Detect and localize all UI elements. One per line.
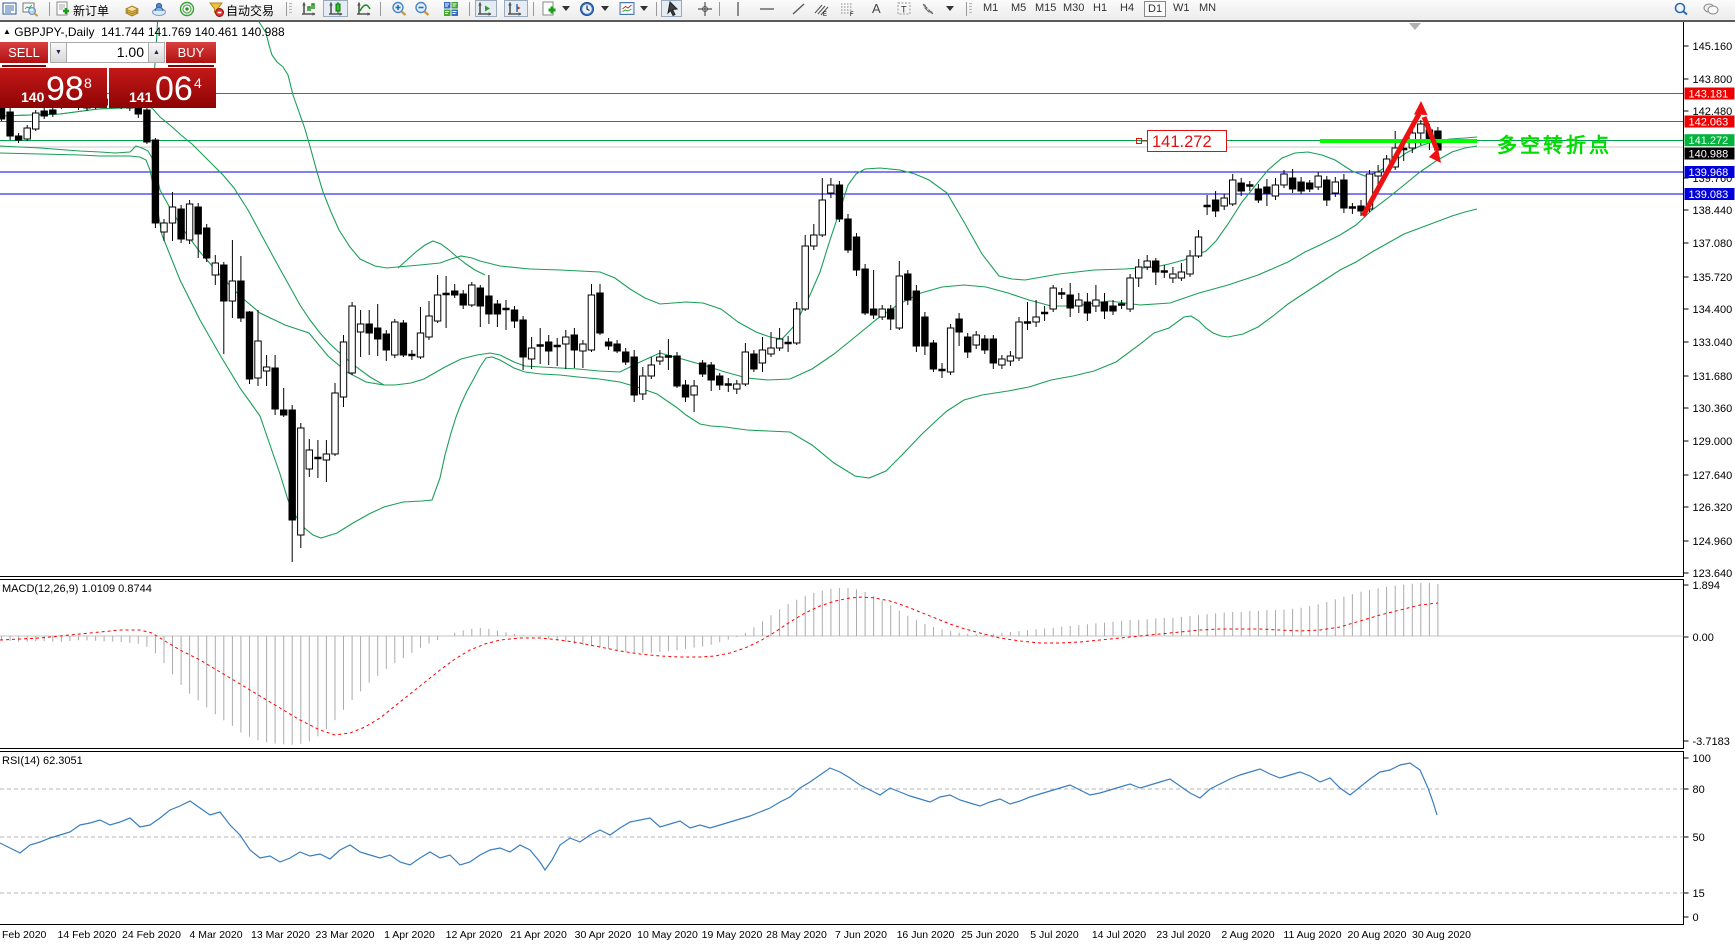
svg-text:多: 多 [1497, 133, 1517, 157]
svg-text:139.968: 139.968 [1689, 167, 1729, 179]
svg-text:4 Mar 2020: 4 Mar 2020 [189, 929, 242, 941]
svg-text:137.080: 137.080 [1693, 238, 1733, 250]
svg-text:15: 15 [1693, 888, 1705, 900]
svg-text:127.640: 127.640 [1693, 470, 1733, 482]
svg-text:7 Jun 2020: 7 Jun 2020 [835, 929, 887, 941]
svg-text:131.680: 131.680 [1693, 371, 1733, 383]
svg-text:138.440: 138.440 [1693, 205, 1733, 217]
svg-text:19 May 2020: 19 May 2020 [702, 929, 763, 941]
svg-text:80: 80 [1693, 784, 1705, 796]
svg-text:21 Apr 2020: 21 Apr 2020 [510, 929, 567, 941]
svg-text:30 Aug 2020: 30 Aug 2020 [1412, 929, 1471, 941]
svg-text:124.960: 124.960 [1693, 536, 1733, 548]
svg-text:12 Apr 2020: 12 Apr 2020 [446, 929, 503, 941]
svg-text:140.988: 140.988 [1689, 149, 1729, 161]
svg-text:24 Feb 2020: 24 Feb 2020 [122, 929, 181, 941]
svg-text:130.360: 130.360 [1693, 403, 1733, 415]
svg-text:折: 折 [1566, 133, 1586, 157]
svg-text:Feb 2020: Feb 2020 [2, 929, 47, 941]
svg-text:14 Jul 2020: 14 Jul 2020 [1092, 929, 1146, 941]
svg-text:126.320: 126.320 [1693, 502, 1733, 514]
svg-text:1.894: 1.894 [1693, 580, 1721, 592]
svg-text:0.00: 0.00 [1693, 632, 1714, 644]
svg-text:13 Mar 2020: 13 Mar 2020 [251, 929, 310, 941]
svg-text:141.272: 141.272 [1152, 133, 1212, 151]
svg-text:23 Jul 2020: 23 Jul 2020 [1156, 929, 1210, 941]
svg-text:1 Apr 2020: 1 Apr 2020 [384, 929, 435, 941]
svg-text:0: 0 [1693, 912, 1699, 924]
svg-text:-3.7183: -3.7183 [1693, 736, 1730, 748]
svg-text:转: 转 [1543, 133, 1563, 157]
svg-text:RSI(14) 62.3051: RSI(14) 62.3051 [2, 755, 83, 767]
svg-text:16 Jun 2020: 16 Jun 2020 [897, 929, 955, 941]
svg-text:F: F [850, 12, 854, 17]
svg-text:5 Jul 2020: 5 Jul 2020 [1030, 929, 1079, 941]
svg-text:T: T [901, 5, 907, 15]
svg-text:点: 点 [1589, 134, 1609, 157]
svg-text:30 Apr 2020: 30 Apr 2020 [575, 929, 632, 941]
svg-text:134.400: 134.400 [1693, 304, 1733, 316]
svg-text:20 Aug 2020: 20 Aug 2020 [1348, 929, 1407, 941]
svg-text:141.272: 141.272 [1689, 135, 1729, 147]
svg-text:133.040: 133.040 [1693, 337, 1733, 349]
svg-text:129.000: 129.000 [1693, 436, 1733, 448]
svg-text:10 May 2020: 10 May 2020 [637, 929, 698, 941]
svg-text:142.480: 142.480 [1693, 106, 1733, 118]
svg-text:14 Feb 2020: 14 Feb 2020 [58, 929, 117, 941]
svg-text:2 Aug 2020: 2 Aug 2020 [1221, 929, 1274, 941]
svg-text:23 Mar 2020: 23 Mar 2020 [316, 929, 375, 941]
svg-text:143.181: 143.181 [1689, 89, 1729, 101]
svg-text:139.083: 139.083 [1689, 189, 1729, 201]
svg-text:11 Aug 2020: 11 Aug 2020 [1283, 929, 1341, 941]
svg-text:28 May 2020: 28 May 2020 [766, 929, 827, 941]
svg-text:50: 50 [1693, 832, 1705, 844]
svg-text:100: 100 [1693, 753, 1711, 765]
svg-text:空: 空 [1520, 133, 1540, 157]
svg-text:MACD(12,26,9) 1.0109 0.8744: MACD(12,26,9) 1.0109 0.8744 [2, 583, 152, 595]
svg-text:135.720: 135.720 [1693, 272, 1733, 284]
svg-text:143.800: 143.800 [1693, 74, 1733, 86]
svg-text:123.640: 123.640 [1693, 568, 1733, 580]
svg-text:25 Jun 2020: 25 Jun 2020 [961, 929, 1019, 941]
svg-text:145.160: 145.160 [1693, 41, 1733, 53]
svg-text:142.063: 142.063 [1689, 117, 1729, 129]
svg-text:E: E [823, 12, 827, 17]
